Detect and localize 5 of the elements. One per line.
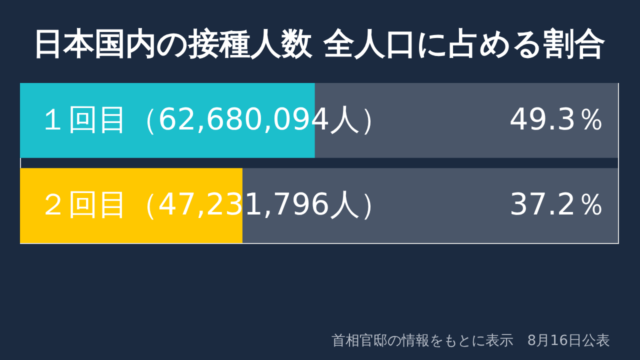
text: 首相官邸の情報をもとに表示 8月16日公表	[331, 333, 610, 349]
y-tick-label: １回目（62,680,094人）	[38, 102, 390, 138]
data-label: 37.2％	[509, 188, 606, 223]
chart-title: 日本国内の接種人数 全人口に占める割合	[32, 26, 606, 62]
data-label: 49.3％	[509, 102, 606, 138]
